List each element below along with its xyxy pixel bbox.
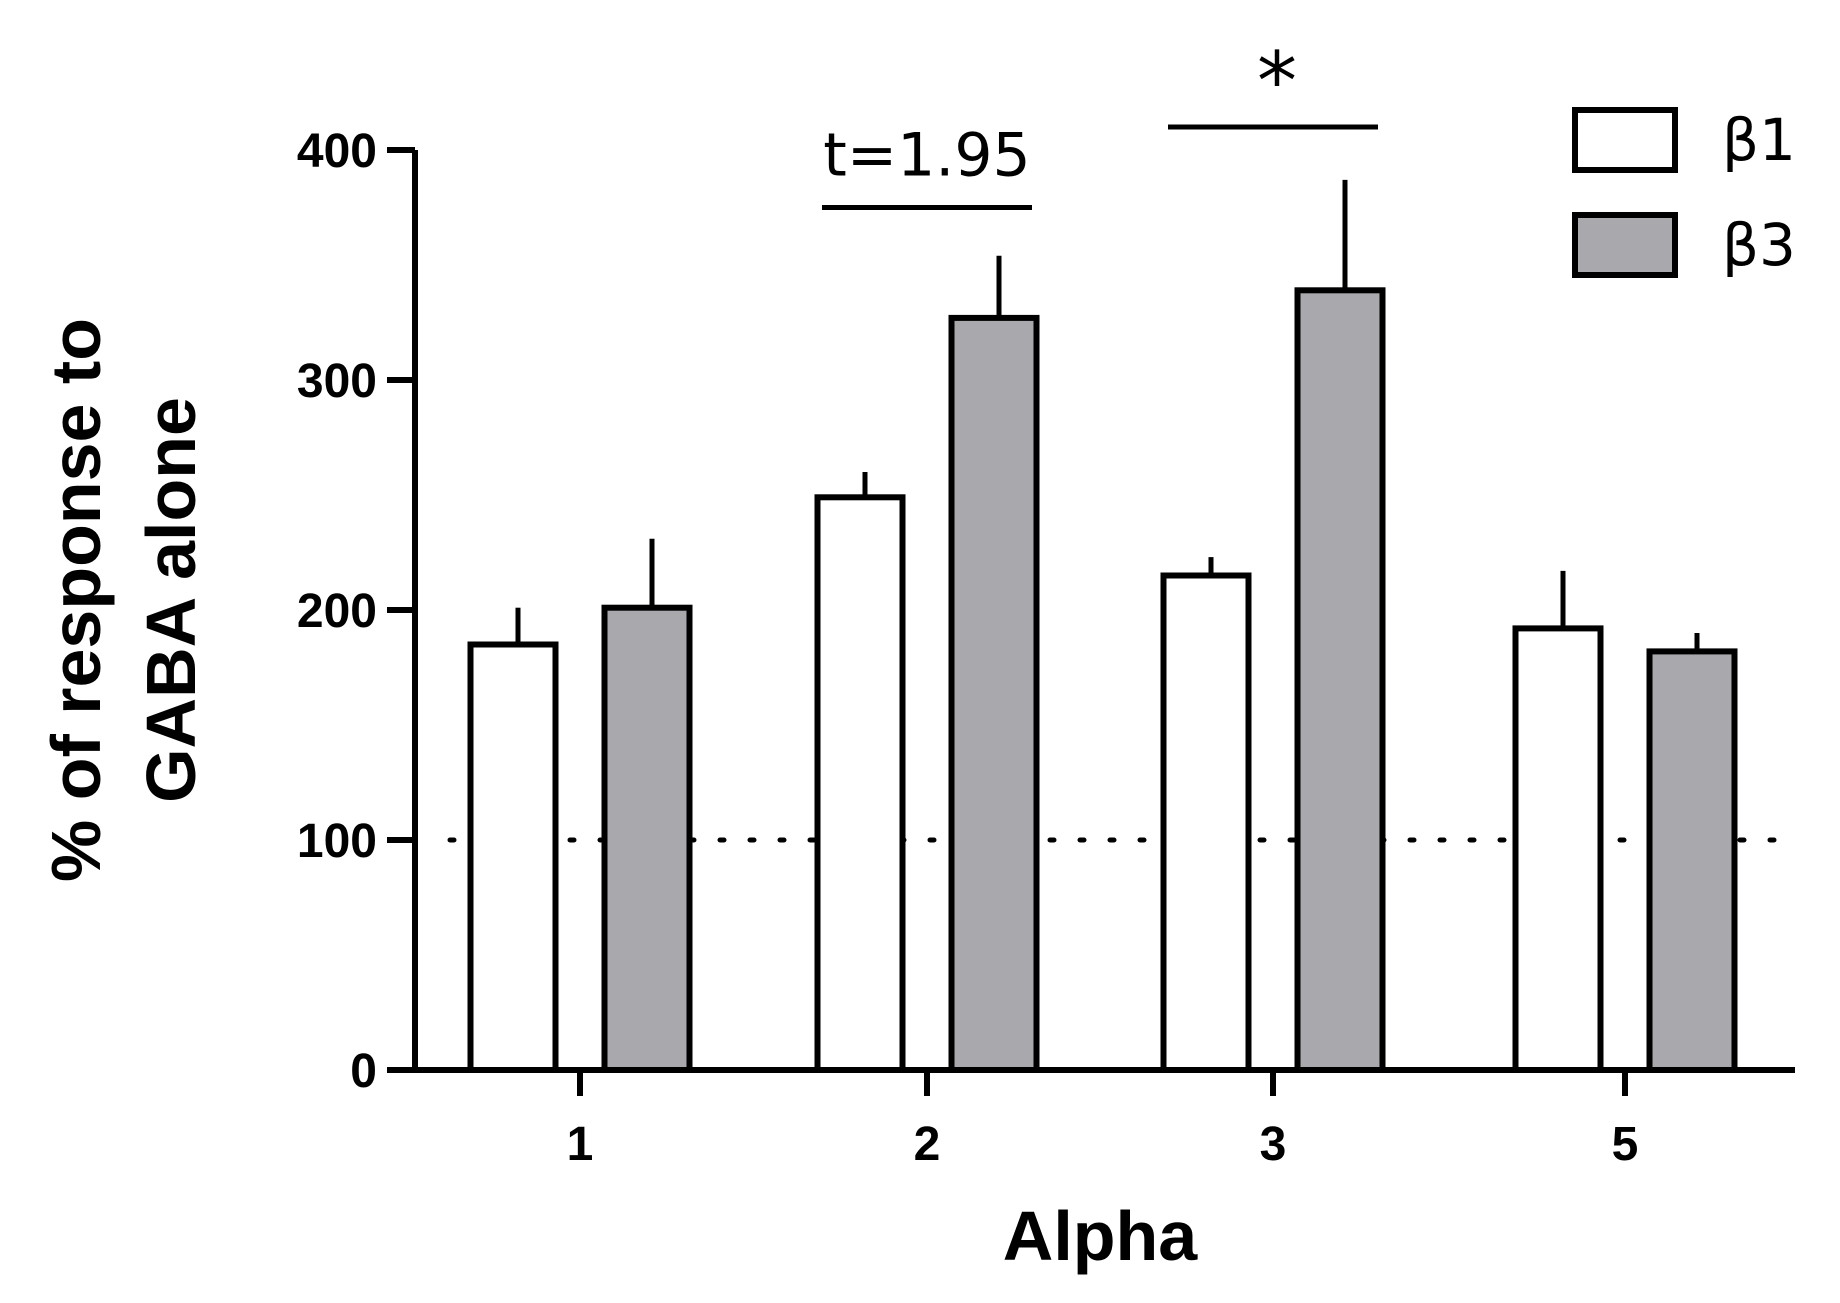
y-axis-title: % of response to GABA alone [37,318,210,882]
bar [1294,287,1386,1073]
significance-asterisk: * [1257,35,1297,128]
bar [814,494,906,1073]
x-tick-label: 5 [1612,1118,1639,1171]
bar [1512,625,1604,1074]
y-tick-label: 100 [297,815,377,868]
y-tick-label: 200 [297,585,377,638]
y-axis-title-line-1: % of response to [37,318,115,882]
legend-swatch [1572,107,1678,173]
bar [1160,572,1252,1073]
y-axis-title-line-2: GABA alone [132,397,210,803]
legend-swatch [1572,212,1678,278]
bar [948,314,1040,1073]
x-tick-label: 3 [1260,1118,1287,1171]
y-tick-label: 0 [350,1045,377,1098]
bar [1646,648,1738,1074]
plot-area: 0 100 200 300 400 1 2 3 5 t=1.95 * β1 β3 [297,35,1798,1171]
x-tick-label: 2 [914,1118,941,1171]
x-axis-title: Alpha [1003,1197,1199,1275]
x-tick-label: 1 [567,1118,594,1171]
bar [467,641,559,1073]
y-tick-label: 300 [297,355,377,408]
bar [601,604,693,1073]
legend-label: β1 [1722,106,1796,174]
significance-label: t=1.95 [823,121,1030,191]
legend-label: β3 [1722,211,1796,279]
y-tick-label: 400 [297,125,377,178]
